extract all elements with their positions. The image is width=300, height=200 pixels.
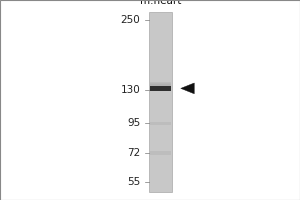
Text: 55: 55	[127, 177, 140, 187]
Polygon shape	[181, 83, 194, 94]
Text: 95: 95	[127, 118, 140, 128]
Text: 130: 130	[121, 85, 140, 95]
Text: 72: 72	[127, 148, 140, 158]
Bar	[151, 151, 171, 155]
Bar	[149, 12, 172, 192]
Bar	[151, 122, 171, 125]
Bar	[150, 86, 171, 91]
Text: 250: 250	[121, 15, 140, 25]
Text: m.heart: m.heart	[140, 0, 181, 6]
Bar	[150, 82, 171, 83]
Bar	[150, 84, 171, 86]
Bar	[150, 83, 171, 84]
